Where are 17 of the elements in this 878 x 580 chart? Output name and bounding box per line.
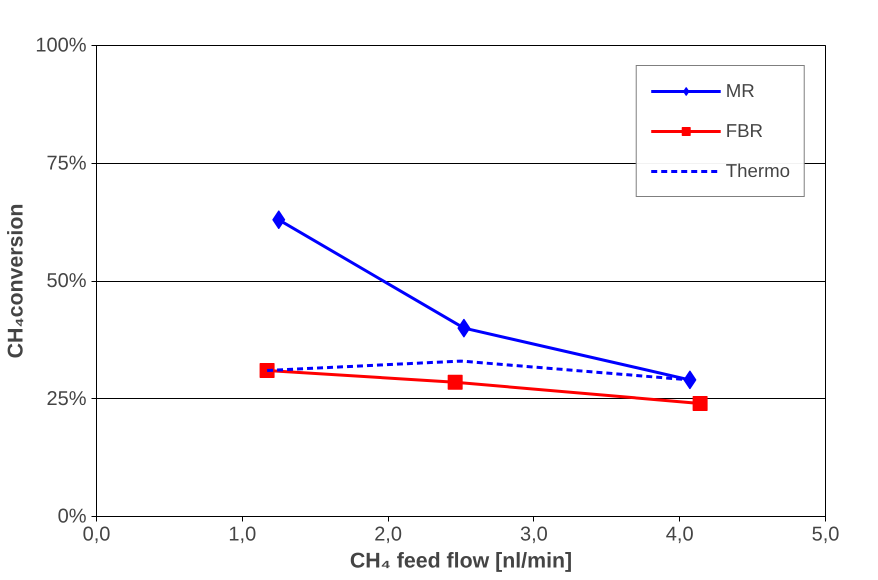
y-axis-title: CH₄conversion (3, 204, 28, 358)
y-tick-label: 50% (46, 270, 87, 292)
x-tick-label: 1,0 (228, 524, 256, 546)
x-tick-label: 5,0 (812, 524, 840, 546)
y-tick-label: 25% (46, 388, 87, 410)
legend-label: FBR (726, 120, 764, 142)
x-tick-label: 3,0 (520, 524, 548, 546)
x-axis-title: CH₄ feed flow [nl/min] (350, 548, 572, 572)
x-tick-label: 4,0 (666, 524, 694, 546)
x-tick-label: 2,0 (374, 524, 402, 546)
point (448, 374, 463, 390)
y-tick-label: 100% (35, 34, 87, 56)
point (260, 362, 275, 378)
legend-label: MR (726, 80, 755, 102)
legend-label: Thermo (726, 160, 790, 182)
point (692, 396, 708, 411)
y-tick-label: 75% (46, 152, 87, 174)
